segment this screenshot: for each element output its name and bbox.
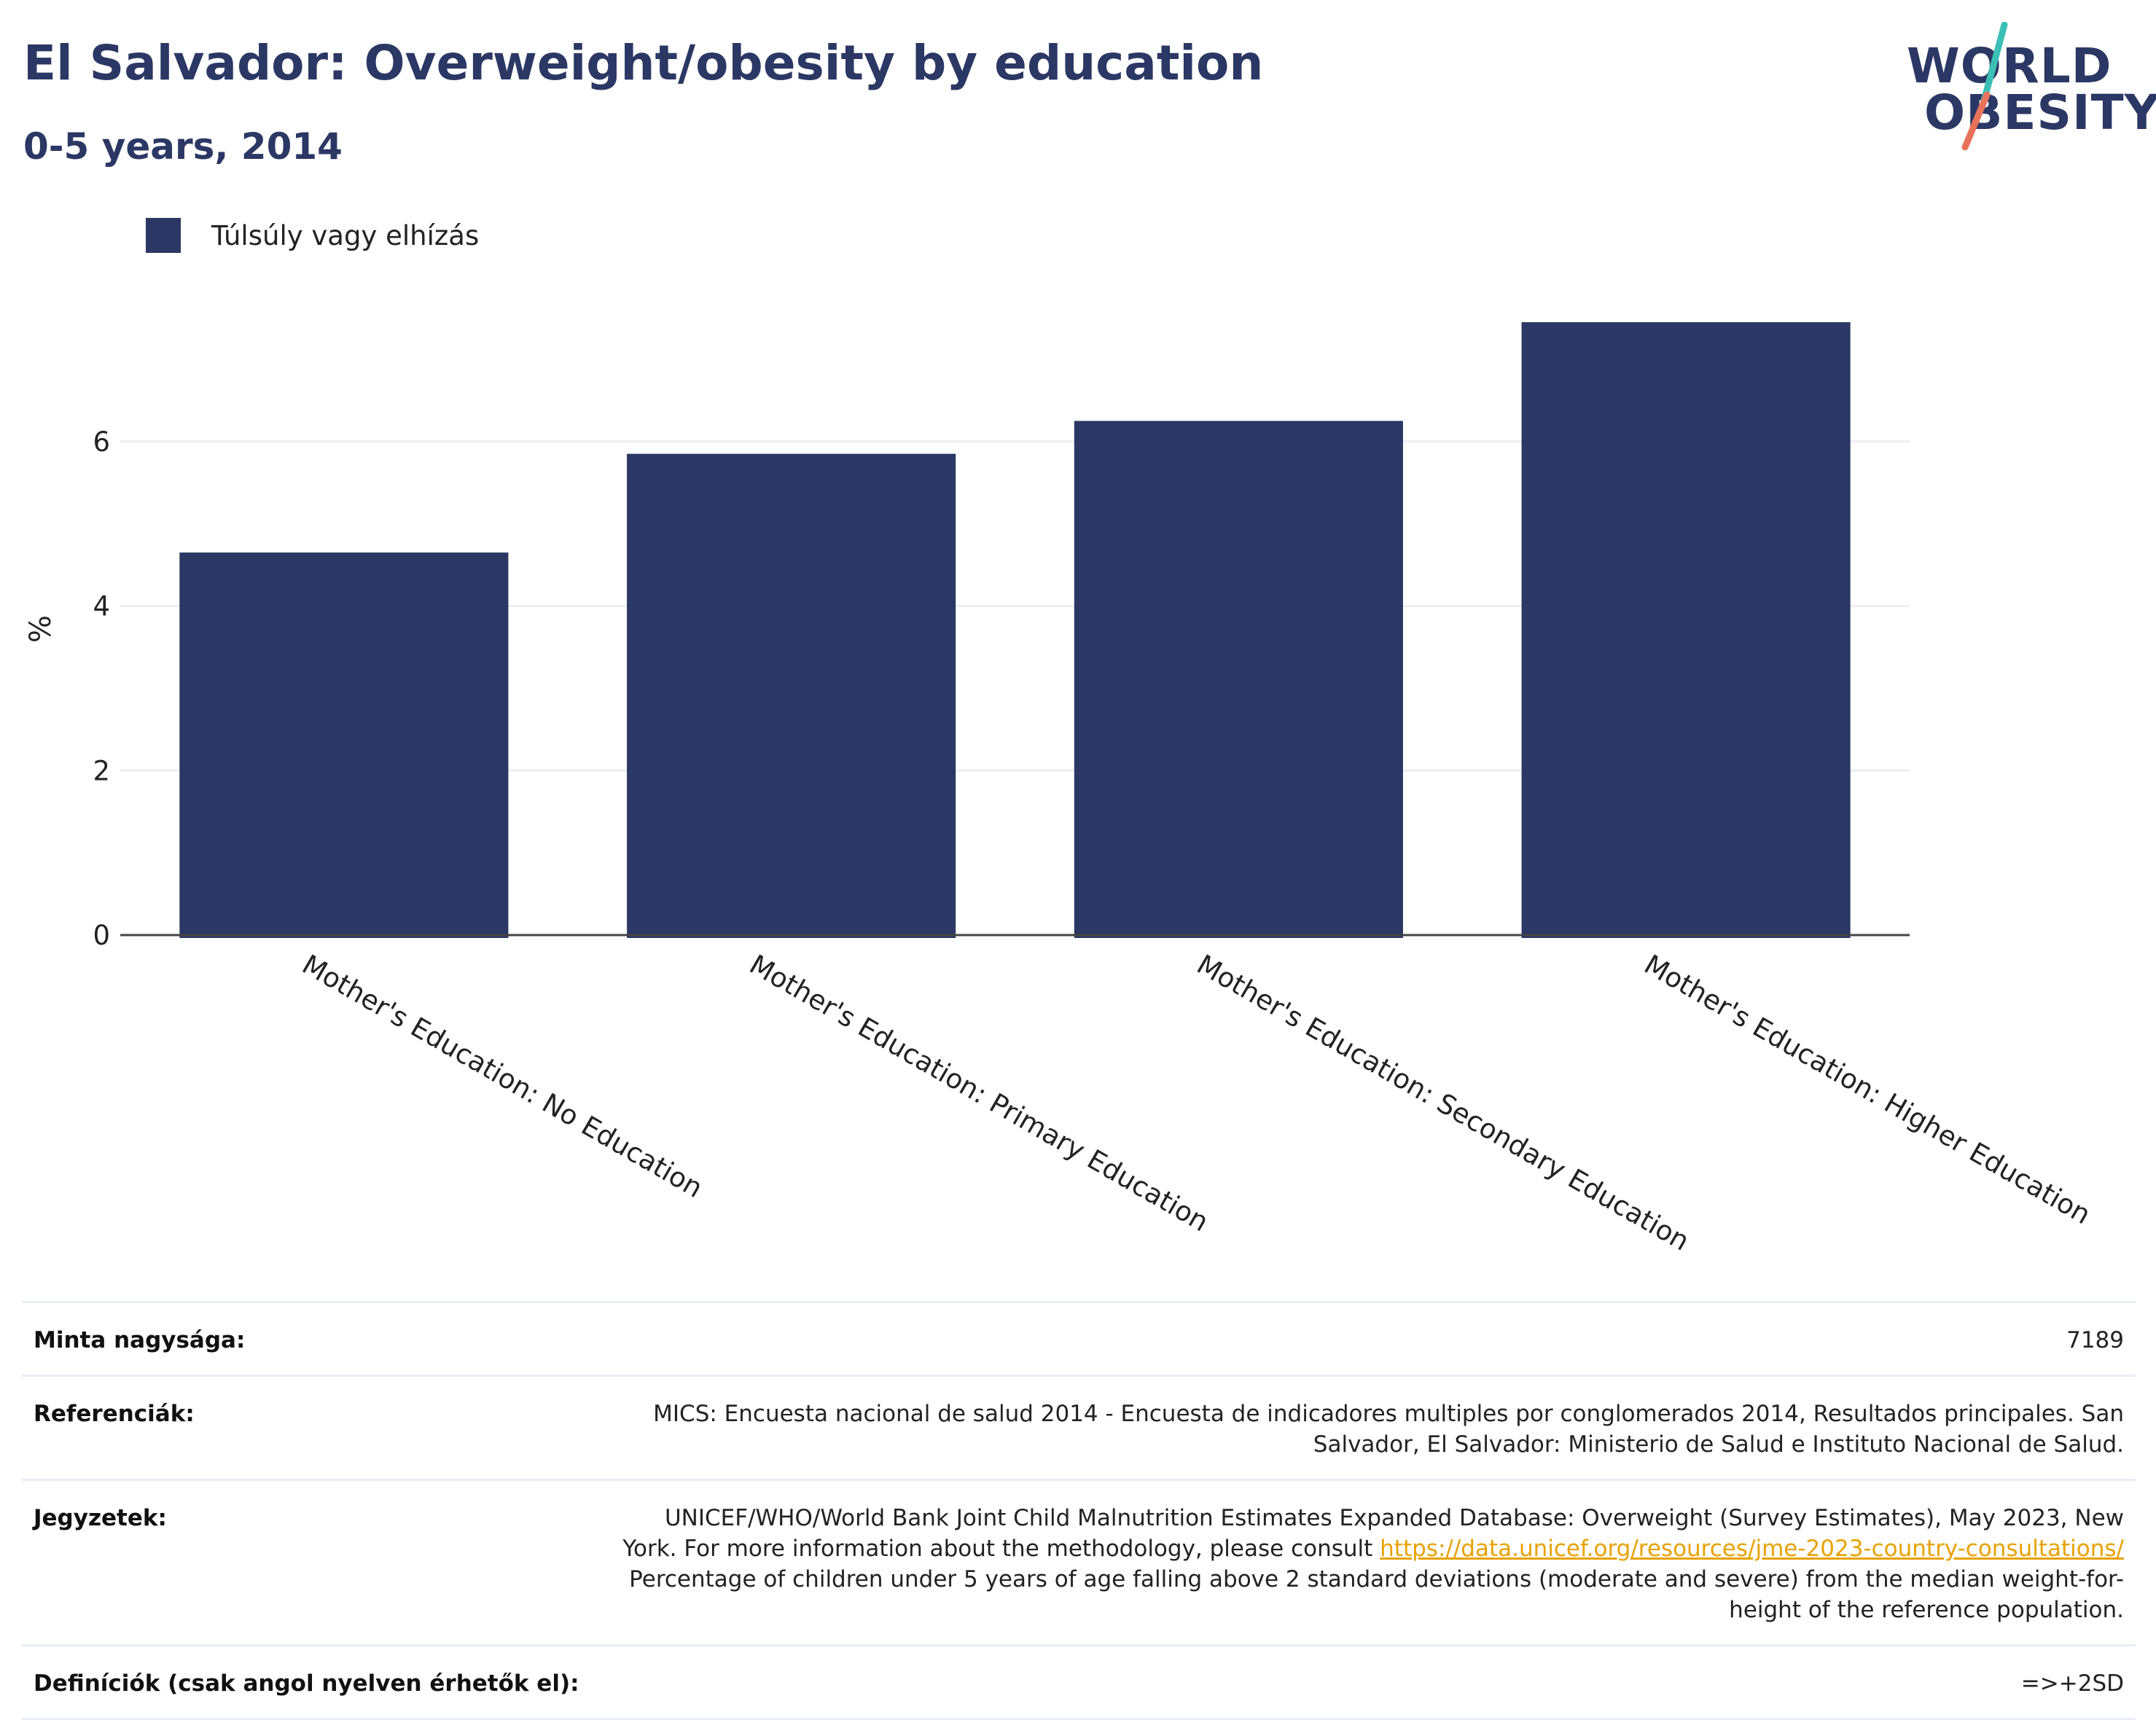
- world-obesity-logo: WORLD OBESITY: [1895, 22, 2156, 153]
- notes-label: Jegyzetek:: [22, 1479, 599, 1646]
- notes-text-before: UNICEF/WHO/World Bank Joint Child Malnut…: [622, 1505, 2124, 1562]
- sample-size-label: Minta nagysága:: [22, 1301, 599, 1376]
- notes-value: UNICEF/WHO/World Bank Joint Child Malnut…: [599, 1479, 2136, 1646]
- legend-swatch: [146, 218, 181, 253]
- bar: [1074, 421, 1403, 938]
- info-table: Minta nagysága: 7189 Referenciák: MICS: …: [22, 1301, 2136, 1720]
- notes-text-after: Percentage of children under 5 years of …: [629, 1566, 2124, 1623]
- bar: [627, 453, 956, 938]
- references-label: Referenciák:: [22, 1375, 599, 1480]
- chart-legend: Túlsúly vagy elhízás: [146, 217, 479, 254]
- x-tick-label: Mother's Education: Primary Education: [744, 949, 1214, 1238]
- y-tick-label: 4: [93, 591, 110, 622]
- page-subtitle: 0-5 years, 2014: [23, 125, 343, 168]
- notes-link[interactable]: https://data.unicef.org/resources/jme-20…: [1380, 1536, 2124, 1562]
- references-value: MICS: Encuesta nacional de salud 2014 - …: [599, 1375, 2136, 1480]
- legend-label: Túlsúly vagy elhízás: [211, 219, 480, 251]
- bar: [1521, 322, 1851, 938]
- x-tick-label: Mother's Education: Higher Education: [1639, 949, 2096, 1231]
- bar: [179, 552, 509, 938]
- info-row-sample-size: Minta nagysága: 7189: [22, 1301, 2136, 1376]
- sample-size-value: 7189: [599, 1301, 2136, 1376]
- page-title: El Salvador: Overweight/obesity by educa…: [23, 35, 1264, 91]
- y-tick-label: 6: [93, 426, 110, 458]
- x-tick-label: Mother's Education: No Education: [297, 949, 708, 1204]
- y-tick-label: 0: [93, 920, 110, 951]
- y-tick-label: 2: [93, 755, 110, 786]
- info-row-notes: Jegyzetek: UNICEF/WHO/World Bank Joint C…: [22, 1479, 2136, 1646]
- logo-text-obesity: OBESITY: [1924, 85, 2156, 141]
- definitions-label: Definíciók (csak angol nyelven érhetők e…: [22, 1644, 599, 1720]
- info-row-definitions: Definíciók (csak angol nyelven érhetők e…: [22, 1644, 2136, 1720]
- info-row-references: Referenciák: MICS: Encuesta nacional de …: [22, 1375, 2136, 1480]
- logo-text-world: WORLD: [1907, 38, 2112, 94]
- logo-slash-icon: [1961, 22, 2008, 151]
- x-tick-label: Mother's Education: Secondary Education: [1192, 949, 1695, 1257]
- definitions-value: =>+2SD: [599, 1644, 2136, 1720]
